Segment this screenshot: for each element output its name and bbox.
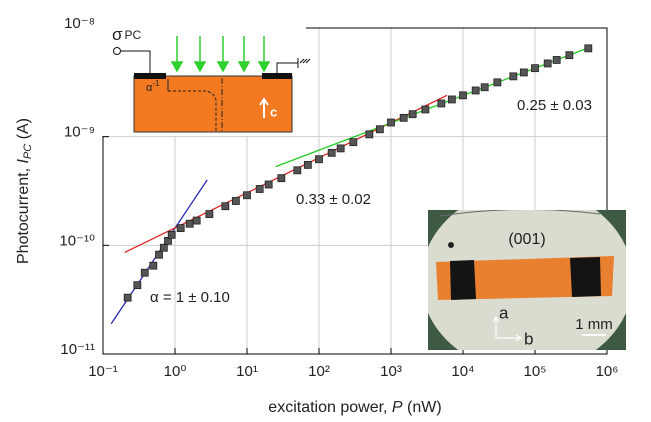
data-point [387, 118, 395, 127]
data-point [565, 51, 574, 60]
data-point [205, 210, 214, 218]
ylabel-var: I [15, 159, 32, 164]
fit-label: 0.33 ± 0.02 [296, 191, 371, 208]
alpha-sup: -1 [152, 79, 160, 88]
x-tick-label: 10³ [380, 363, 402, 380]
axes-arrows [492, 315, 523, 342]
data-point [303, 160, 312, 169]
ylabel-unit: (A) [15, 118, 32, 144]
y-tick-label: 10⁻¹¹ [60, 341, 95, 358]
plot: 10⁻¹ 10⁰ 10¹ 10² 10³ 10⁴ 10⁵ 10⁶ 10⁻¹¹ 10⁻¹⁰ 10⁻⁹ 1… [59, 15, 618, 380]
data-point [315, 155, 323, 164]
y-tick-label: 10⁻¹⁰ [59, 232, 95, 249]
data-point [399, 113, 408, 122]
plot-frame [102, 27, 608, 355]
data-point [176, 224, 185, 233]
b-label: b [524, 329, 533, 348]
data-point [493, 78, 502, 87]
speck [448, 242, 454, 248]
data-point [255, 185, 264, 193]
data-point [421, 105, 430, 114]
photo-inset: (001) a b 1 mm [428, 210, 626, 350]
fit-label: α = 1 ± 0.10 [150, 289, 230, 306]
ground [297, 58, 311, 68]
edge-line [439, 210, 601, 217]
data-point [437, 99, 446, 108]
data-point [264, 180, 273, 189]
x-tick-label: 10⁶ [596, 363, 619, 380]
sample [436, 256, 614, 300]
data-point [365, 130, 374, 139]
wire [121, 50, 298, 73]
data-point [509, 72, 518, 81]
data-point [471, 86, 480, 95]
crystal [133, 75, 293, 133]
data-point [375, 125, 384, 134]
sigma-sub: PC [125, 28, 142, 42]
x-tick-label: 10⁰ [164, 363, 187, 380]
data-point [221, 202, 230, 211]
y-tick-label: 10⁻⁸ [64, 15, 95, 32]
terminal [113, 47, 121, 55]
x-tick-label: 10¹ [236, 363, 258, 380]
alpha: α [146, 82, 153, 94]
data-point [243, 191, 251, 200]
a-label: a [499, 303, 509, 322]
data-point [231, 197, 240, 205]
x-tick-label: 10⁻¹ [88, 363, 118, 380]
data-point [336, 144, 345, 153]
x-tick-label: 10⁵ [524, 363, 547, 380]
data-point [123, 293, 132, 302]
data-point [140, 268, 149, 277]
contact [134, 73, 166, 79]
x-axis-label: excitation power, P (nW) [268, 399, 441, 416]
alpha-label: α-1 [146, 79, 160, 94]
data-point [155, 250, 163, 259]
light-arrows [170, 36, 271, 73]
scale-label: 1 mm [575, 316, 613, 333]
xlabel-var: P [392, 399, 403, 416]
y-axis-label: Photocurrent, IPC (A) [15, 118, 34, 264]
data-point [192, 216, 201, 225]
sigma: σ [112, 25, 123, 44]
y-tick-label: 10⁻⁹ [64, 124, 95, 141]
schematic-inset: σ PC α-1 c [100, 18, 311, 136]
data-point [531, 64, 539, 73]
data-point [584, 44, 593, 53]
c-arrow [259, 97, 269, 118]
ylabel-text: Photocurrent, [15, 164, 32, 265]
contact [450, 260, 476, 300]
data-point [327, 148, 336, 157]
data-point [149, 261, 158, 270]
data-point [293, 166, 302, 175]
xlabel-unit: (nW) [403, 399, 442, 416]
data-point [349, 138, 358, 147]
data-point [159, 243, 168, 252]
x-tick-label: 10² [308, 363, 330, 380]
data-point [133, 281, 142, 290]
data-point [167, 230, 176, 239]
data-point [447, 95, 456, 104]
contact [570, 257, 601, 297]
data-point [480, 83, 489, 92]
data-point [459, 91, 467, 100]
data-point [519, 68, 528, 77]
data-point [408, 110, 417, 119]
face-label: (001) [508, 231, 545, 248]
x-tick-label: 10⁴ [451, 363, 474, 380]
profile [168, 90, 217, 132]
fit-label: 0.25 ± 0.03 [517, 97, 592, 114]
data-point [543, 59, 552, 68]
xlabel-text: excitation power, [268, 399, 392, 416]
data-point [185, 219, 194, 228]
c-label: c [270, 104, 277, 119]
ylabel-sub: PC [22, 144, 34, 159]
data-point [277, 174, 286, 183]
data-point [552, 56, 561, 64]
sigma-label: σ PC [112, 25, 142, 44]
contact [262, 73, 292, 79]
